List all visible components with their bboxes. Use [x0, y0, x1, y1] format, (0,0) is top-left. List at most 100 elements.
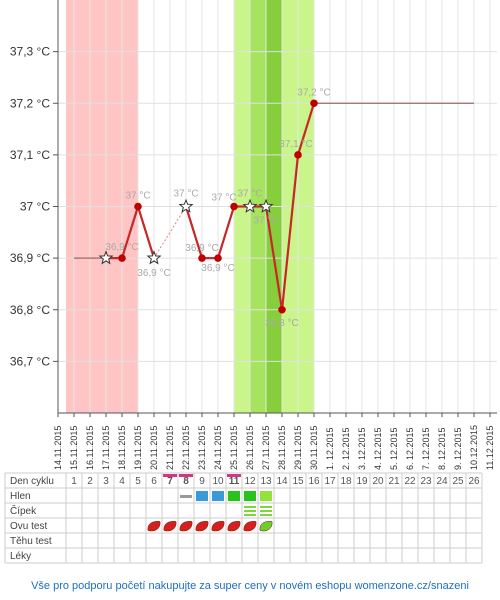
- promo-footer-link[interactable]: Vše pro podporu početí nakupujte za supe…: [31, 580, 469, 592]
- x-tick-label: 6. 12.2015: [405, 427, 415, 470]
- table-row-label: Čípek: [10, 504, 37, 517]
- cycle-day-number: 1: [71, 476, 77, 487]
- ovulation-test-icon: [147, 521, 161, 532]
- mucus-marker: [244, 491, 256, 501]
- cycle-table: Den cyklu Hlen Čípek Ovu test Těhu test Léky 1…: [4, 472, 483, 564]
- star-point: [258, 198, 274, 213]
- point-label: 37 °C: [125, 191, 150, 202]
- point-label: 37,2 °C: [297, 87, 330, 98]
- x-tick-label: 24.11.2015: [213, 426, 223, 470]
- cycle-day-number: 22: [404, 476, 416, 487]
- x-tick-label: 3. 12.2015: [357, 427, 367, 470]
- cycle-day-number: 17: [324, 476, 336, 487]
- point-label: 37 °C: [211, 193, 236, 204]
- dot-point: [230, 202, 238, 211]
- point-label: 36,8 °C: [265, 318, 298, 329]
- dot-point: [134, 202, 142, 211]
- y-axis: 36,7 °C 36,8 °C 36,9 °C 37 °C 37,1 °C 37,2 °C…: [10, 0, 59, 413]
- cervix-marker: [260, 506, 272, 508]
- x-tick-label: 10.12.2015: [469, 425, 479, 470]
- series-segment: [264, 206, 284, 310]
- x-tick-label: 2. 12.2015: [341, 427, 351, 470]
- table-row-label: Léky: [10, 551, 31, 562]
- x-tick-label: 26.11.2015: [245, 426, 255, 470]
- cycle-day-number: 23: [420, 476, 432, 487]
- x-tick-label: 27.11.2015: [261, 426, 271, 470]
- ovulation-test-icon: [227, 521, 241, 532]
- series-segment: [184, 206, 204, 259]
- cervix-marker: [244, 514, 256, 516]
- point-label: 37 °C: [173, 189, 198, 200]
- series-segment: [120, 206, 140, 259]
- x-tick-label: 18.11.2015: [117, 426, 127, 470]
- cycle-day-number: 25: [452, 476, 464, 487]
- x-axis: 14.11.2015 15.11.2015 16.11.2015 17.11.2015…: [53, 412, 497, 470]
- cervix-marker: [244, 510, 256, 512]
- ovulation-test-icon: [163, 521, 177, 532]
- y-tick-label: 36,9 °C: [10, 251, 50, 265]
- cervix-marker: [260, 514, 272, 516]
- point-label: 36,9 °C: [105, 242, 138, 253]
- cycle-day-number: 3: [103, 476, 109, 487]
- x-tick-label: 29.11.2015: [293, 426, 303, 470]
- series-segment: [296, 102, 316, 156]
- cycle-day-number: 18: [340, 476, 352, 487]
- star-point: [146, 250, 162, 265]
- dot-point: [118, 254, 126, 262]
- ovulation-test-icon: [211, 521, 225, 532]
- mucus-marker: [212, 491, 224, 501]
- y-tick-label: 37,2 °C: [10, 96, 50, 110]
- day-highlight: [163, 474, 177, 477]
- point-label: 37 °C: [237, 189, 262, 200]
- ovulation-test-icon: [195, 521, 209, 532]
- cervix-marker: [260, 510, 272, 512]
- cycle-day-number: 9: [199, 476, 205, 487]
- cycle-day-number: 7: [167, 476, 173, 487]
- point-label: 37 °C: [253, 216, 278, 227]
- table-header-label: Den cyklu: [10, 476, 54, 487]
- x-tick-label: 15.11.2015: [69, 426, 79, 470]
- cycle-day-number: 6: [151, 476, 157, 487]
- mucus-dash-marker: [180, 495, 192, 498]
- x-tick-label: 5. 12.2015: [389, 427, 399, 470]
- cycle-day-number: 5: [135, 476, 141, 487]
- table-row-label: Hlen: [10, 491, 31, 502]
- y-tick-label: 36,7 °C: [10, 354, 50, 368]
- cycle-day-number: 8: [183, 476, 189, 487]
- ovulation-test-icon: [259, 521, 273, 532]
- day-highlight: [179, 474, 193, 477]
- x-tick-label: 11.12.2015: [485, 426, 495, 470]
- cycle-day-number: 15: [292, 476, 304, 487]
- cycle-day-number: 12: [244, 476, 256, 487]
- series-segment: [216, 206, 236, 259]
- x-tick-label: 28.11.2015: [277, 426, 287, 470]
- mucus-marker: [196, 491, 208, 501]
- x-tick-label: 25.11.2015: [229, 426, 239, 470]
- point-label: 36,9 °C: [201, 263, 234, 274]
- cervix-marker: [244, 506, 256, 508]
- dot-point: [198, 254, 206, 262]
- x-tick-label: 7. 12.2015: [421, 427, 431, 470]
- temperature-points: [98, 99, 318, 314]
- x-tick-label: 16.11.2015: [85, 426, 95, 470]
- cycle-day-number: 20: [372, 476, 384, 487]
- star-point: [178, 198, 194, 213]
- x-tick-label: 8. 12.2015: [437, 427, 447, 470]
- x-tick-label: 30.11.2015: [309, 426, 319, 470]
- cycle-day-number: 21: [388, 476, 400, 487]
- ovulation-test-icon: [179, 521, 193, 532]
- y-tick-label: 37 °C: [20, 200, 50, 214]
- x-tick-label: 20.11.2015: [149, 426, 159, 470]
- dot-point: [310, 99, 318, 108]
- cycle-day-number: 2: [87, 476, 93, 487]
- x-tick-label: 21.11.2015: [165, 426, 175, 470]
- cycle-day-number: 4: [119, 476, 125, 487]
- cycle-day-number: 10: [212, 476, 224, 487]
- x-tick-label: 23.11.2015: [197, 426, 207, 470]
- x-tick-label: 9. 12.2015: [453, 427, 463, 470]
- star-point: [242, 198, 258, 213]
- dot-point: [278, 305, 286, 314]
- series-segment: [136, 206, 156, 259]
- cycle-day-number: 13: [260, 476, 272, 487]
- cycle-day-number: 11: [229, 476, 240, 487]
